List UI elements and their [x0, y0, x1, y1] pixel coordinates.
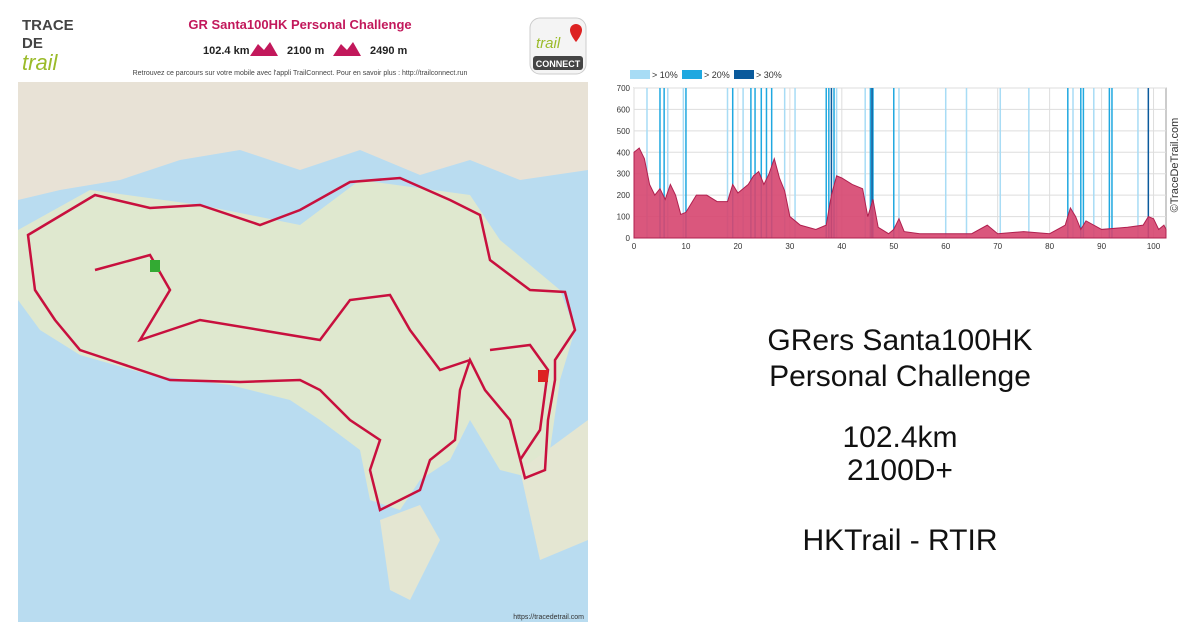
- map: https://tracedetrail.com: [18, 82, 588, 622]
- x-tick-label: 10: [682, 242, 691, 251]
- x-tick-label: 0: [632, 242, 637, 251]
- summary-title: GRers Santa100HK: [767, 324, 1032, 357]
- legend-label: > 20%: [704, 70, 730, 80]
- logo-text: DE: [22, 35, 43, 52]
- legend-swatch: [734, 70, 754, 79]
- app-logo-text: CONNECT: [536, 59, 581, 69]
- subtitle: Retrouvez ce parcours sur votre mobile a…: [133, 70, 468, 77]
- y-tick-label: 300: [617, 170, 631, 179]
- y-tick-label: 200: [617, 191, 631, 200]
- y-tick-label: 0: [626, 234, 631, 243]
- x-tick-label: 20: [733, 242, 742, 251]
- descent-icon: [333, 42, 361, 56]
- y-tick-label: 100: [617, 213, 631, 222]
- distance: 102.4 km: [203, 45, 250, 57]
- y-tick-label: 400: [617, 148, 631, 157]
- ascent-icon: [250, 42, 278, 56]
- descent: 2490 m: [370, 45, 408, 57]
- x-tick-label: 70: [993, 242, 1002, 251]
- finish-marker: [538, 370, 548, 382]
- x-tick-label: 50: [889, 242, 898, 251]
- x-tick-label: 90: [1097, 242, 1106, 251]
- elevation-chart: 0 100 200 300 400 500 600 700 0 10 20 30 40 50 60 70 80 9…: [617, 70, 1167, 251]
- summary-ascent: 2100D+: [847, 454, 953, 487]
- map-credit: https://tracedetrail.com: [513, 614, 584, 621]
- summary-title: Personal Challenge: [769, 360, 1031, 393]
- app-logo: trail CONNECT: [529, 17, 587, 75]
- legend-label: > 30%: [756, 70, 782, 80]
- y-tick-label: 700: [617, 84, 631, 93]
- pin: [570, 24, 582, 42]
- x-tick-label: 80: [1045, 242, 1054, 251]
- credit: ©TraceDeTrail.com: [1169, 118, 1181, 213]
- island: [520, 420, 588, 560]
- title: GR Santa100HK Personal Challenge: [188, 17, 411, 32]
- x-tick-label: 40: [837, 242, 846, 251]
- x-tick-label: 30: [785, 242, 794, 251]
- legend-label: > 10%: [652, 70, 678, 80]
- land: [18, 82, 588, 200]
- legend-swatch: [630, 70, 650, 79]
- start-marker: [150, 260, 160, 272]
- app-logo-text: trail: [536, 35, 561, 52]
- island: [380, 505, 440, 600]
- elevation-area: [633, 147, 1167, 239]
- logo-text: TRACE: [22, 17, 74, 34]
- ascent: 2100 m: [287, 45, 325, 57]
- summary-author: HKTrail - RTIR: [803, 524, 998, 557]
- y-tick-label: 500: [617, 127, 631, 136]
- logo-text: trail: [22, 50, 59, 75]
- route: [26, 176, 577, 512]
- x-tick-label: 60: [941, 242, 950, 251]
- legend-swatch: [682, 70, 702, 79]
- logo: TRACE DE trail: [22, 17, 74, 75]
- summary-distance: 102.4km: [842, 421, 957, 454]
- x-tick-label: 100: [1147, 242, 1161, 251]
- y-tick-label: 600: [617, 105, 631, 114]
